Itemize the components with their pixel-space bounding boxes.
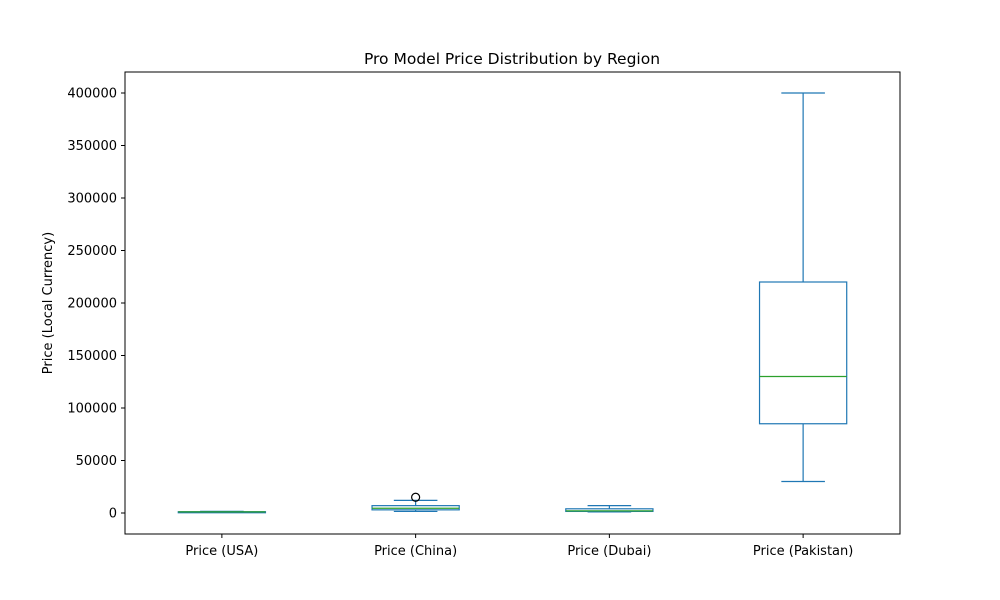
x-tick-label: Price (Pakistan)	[753, 544, 853, 559]
y-tick-label: 200000	[67, 297, 117, 312]
y-tick-label: 300000	[67, 192, 117, 207]
y-tick-label: 0	[109, 507, 117, 522]
y-tick-label: 400000	[67, 87, 117, 102]
y-axis-label: Price (Local Currency)	[41, 232, 56, 374]
plot-area: 0 50000 100000 150000 200000 250000 300000 3500…	[67, 87, 853, 560]
plot-frame	[124, 71, 901, 535]
outlier-point	[411, 492, 421, 502]
y-tick-label: 150000	[67, 349, 117, 364]
x-tick-label: Price (China)	[374, 544, 457, 559]
y-tick-label: 350000	[67, 139, 117, 154]
y-tick-label: 50000	[76, 454, 117, 469]
y-tick-label: 250000	[67, 244, 117, 259]
iqr-box	[758, 281, 848, 425]
chart-title: Pro Model Price Distribution by Region	[364, 50, 660, 68]
x-tick-label: Price (USA)	[185, 544, 258, 559]
y-tick-label: 100000	[67, 402, 117, 417]
x-tick-label: Price (Dubai)	[567, 544, 651, 559]
